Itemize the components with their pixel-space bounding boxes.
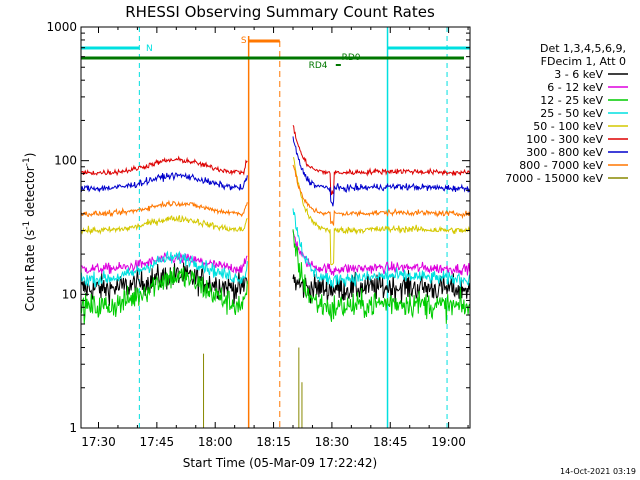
x-axis-label: Start Time (05-Mar-09 17:22:42)	[183, 456, 377, 470]
segment-post-saa	[292, 125, 470, 196]
night-periods	[81, 27, 470, 428]
y-axis-label: Count Rate (s-1 detector-1)	[22, 153, 37, 312]
legend-entry-label: 100 - 300 keV	[526, 133, 603, 146]
segment-post-saa	[292, 229, 470, 324]
series-50-100-keV	[80, 157, 470, 266]
x-tick-label: 18:15	[256, 435, 291, 449]
axis-ticks: 17:30 17:45 18:00 18:15 18:30 18:45 19:00 1 10 10…	[46, 20, 470, 449]
segment-pre-saa	[81, 155, 248, 177]
legend-entry-label: 25 - 50 keV	[540, 107, 603, 120]
x-tick-label: 17:45	[140, 435, 175, 449]
render-timestamp: 14-Oct-2021 03:19	[560, 467, 636, 476]
legend-entry-label: 300 - 800 keV	[526, 146, 603, 159]
series-25-50-keV	[80, 208, 470, 288]
segment-pre-saa	[80, 250, 248, 288]
segment-post-saa	[292, 164, 470, 227]
segment-post-saa	[293, 157, 470, 266]
legend-entry-label: 7000 - 15000 keV	[505, 172, 603, 185]
segment-pre-saa	[80, 199, 248, 218]
x-tick-label: 17:30	[81, 435, 116, 449]
segment-post-saa	[292, 208, 470, 288]
series-lines	[80, 125, 470, 428]
legend-header: FDecim 1, Att 0	[541, 55, 626, 68]
annotation-rd4: RD4	[309, 61, 328, 71]
segment-post-saa	[292, 270, 470, 304]
series-100-300-keV	[81, 125, 470, 196]
y-tick-label: 100	[54, 154, 77, 168]
legend: Det 1,3,4,5,6,9,FDecim 1, Att 03 - 6 keV…	[505, 42, 628, 185]
segment-post-saa	[292, 230, 470, 276]
legend-entry-label: 50 - 100 keV	[533, 120, 603, 133]
legend-entry-label: 3 - 6 keV	[554, 68, 603, 81]
segment-pre-saa	[80, 266, 248, 324]
chart-title: RHESSI Observing Summary Count Rates	[125, 3, 435, 21]
legend-entry-label: 800 - 7000 keV	[519, 159, 603, 172]
legend-entry-label: 12 - 25 keV	[540, 94, 603, 107]
segment-post-saa	[292, 136, 470, 207]
legend-header: Det 1,3,4,5,6,9,	[540, 42, 626, 55]
segment-pre-saa	[81, 252, 248, 274]
annotation-s: S	[241, 36, 247, 46]
annotation-rd0: RD0	[342, 53, 361, 63]
segment-pre-saa	[80, 172, 248, 193]
series-800-7000-keV	[80, 164, 470, 227]
y-tick-label: 10	[62, 287, 77, 301]
x-tick-label: 19:00	[431, 435, 466, 449]
x-tick-label: 18:45	[373, 435, 408, 449]
series-7000-15000-keV	[203, 347, 303, 428]
series-300-800-keV	[80, 136, 470, 207]
y-tick-label: 1	[69, 421, 77, 435]
plot-frame	[80, 26, 471, 429]
segment-pre-saa	[80, 214, 248, 236]
annotation-n: N	[146, 44, 153, 54]
x-tick-label: 18:30	[315, 435, 350, 449]
y-tick-label: 1000	[46, 20, 77, 34]
series-6-12-keV	[81, 230, 470, 276]
x-tick-label: 18:00	[198, 435, 233, 449]
series-12-25-keV	[80, 229, 470, 324]
annotations: N S RD0 RD4	[146, 36, 361, 71]
legend-entry-label: 6 - 12 keV	[547, 81, 603, 94]
